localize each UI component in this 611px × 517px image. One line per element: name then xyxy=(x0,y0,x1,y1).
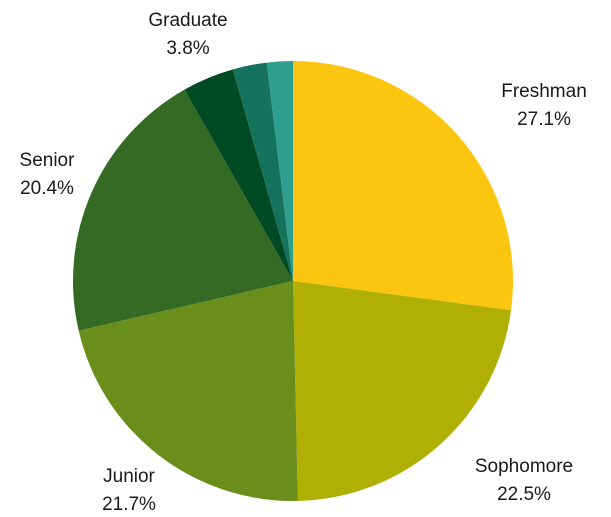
slice-label-freshman: Freshman xyxy=(501,81,587,102)
slice-value-junior: 21.7% xyxy=(102,494,156,515)
slice-value-graduate: 3.8% xyxy=(166,38,209,59)
slice-label-senior: Senior xyxy=(20,150,76,171)
slice-label-junior: Junior xyxy=(103,466,155,487)
slice-value-sophomore: 22.5% xyxy=(497,484,551,505)
pie-slice-junior xyxy=(78,281,298,501)
pie-slice-senior xyxy=(73,89,294,331)
slice-value-senior: 20.4% xyxy=(20,178,74,199)
slice-label-graduate: Graduate xyxy=(148,10,227,31)
pie-labels: Freshman 27.1% Sophomore 22.5% Junior 21.7% Se… xyxy=(20,10,587,515)
pie-slices xyxy=(73,61,513,501)
pie-slice-unlabeled-6 xyxy=(266,61,293,281)
pie-slice-unlabeled-5 xyxy=(232,62,293,282)
pie-slice-graduate xyxy=(184,69,293,281)
pie-slice-freshman xyxy=(293,61,513,311)
slice-label-sophomore: Sophomore xyxy=(475,456,573,477)
pie-slice-sophomore xyxy=(293,281,512,501)
slice-value-freshman: 27.1% xyxy=(517,109,571,130)
